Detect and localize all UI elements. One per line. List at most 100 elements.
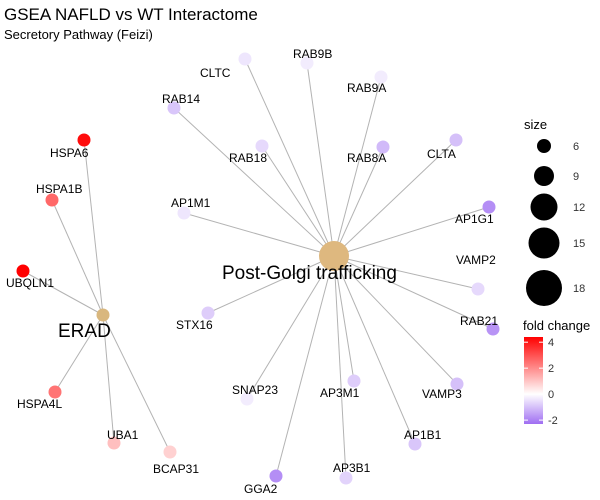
size-legend-circle-12 [530,193,558,221]
gene-label-vamp3: VAMP3 [422,387,462,401]
edge-pgt-ap3b1 [333,255,347,479]
gene-label-ap1b1: AP1B1 [404,428,442,442]
color-legend-title: fold change [523,318,590,333]
edge-pgt-ap1g1 [333,206,490,257]
gene-node-ap3m1 [347,374,361,388]
gene-label-rab21: RAB21 [460,314,498,328]
gene-node-hspa1b [45,193,59,207]
edge-pgt-stx16 [207,255,335,314]
size-legend-label-15: 15 [573,238,585,250]
gene-label-rab9b: RAB9B [293,47,332,61]
edges-layer [22,58,494,479]
chart-subtitle: Secretory Pathway (Feizi) [4,27,153,42]
edge-pgt-snap23 [246,255,335,400]
gene-label-rab18: RAB18 [229,151,267,165]
gene-label-ap3b1: AP3B1 [333,461,371,475]
gene-label-ap1g1: AP1G1 [455,212,494,226]
edge-pgt-vamp2 [333,255,479,290]
edge-pgt-ap1b1 [333,255,416,445]
gene-label-vamp2: VAMP2 [456,253,496,267]
hub-nodes-layer [96,241,349,322]
gene-label-hspa6: HSPA6 [50,146,89,160]
gene-label-rab14: RAB14 [162,92,200,106]
gene-node-ap1g1 [482,200,496,214]
gene-label-hspa1b: HSPA1B [36,182,82,196]
gene-label-clta: CLTA [427,147,456,161]
edge-pgt-ap3m1 [333,255,355,382]
gene-node-hspa4l [48,385,62,399]
edge-pgt-ap1m1 [183,212,335,257]
gene-node-snap23 [240,392,254,406]
gene-node-bcap31 [163,445,177,459]
edge-pgt-rab9a [333,76,382,257]
gene-node-rab8a [376,140,390,154]
gene-label-stx16: STX16 [176,318,213,332]
color-tick-label: 2 [548,363,554,375]
edge-erad-hspa1b [51,199,104,316]
edge-pgt-rab9b [306,62,335,257]
hub-label-pgt: Post-Golgi trafficking [222,263,397,284]
size-legend-circle-15 [528,227,560,259]
gene-label-ap3m1: AP3M1 [320,386,360,400]
edge-pgt-vamp3 [333,255,458,385]
gene-node-rab18 [255,139,269,153]
hub-label-erad: ERAD [58,321,111,342]
size-legend-title: size [524,117,547,132]
gene-label-snap23: SNAP23 [232,383,278,397]
size-legend-items: 6 9 12 15 18 [526,139,585,306]
edge-pgt-rab18 [261,145,335,257]
edge-pgt-rab8a [333,146,384,257]
size-legend-label-12: 12 [573,202,585,214]
edge-erad-bcap31 [102,314,171,453]
size-legend-circle-6 [537,139,551,153]
edge-pgt-rab14 [173,107,335,257]
gene-node-rab21 [486,322,500,336]
gene-node-rab9b [300,56,314,70]
gene-label-hspa4l: HSPA4L [17,397,62,411]
edge-erad-ubqln1 [22,270,104,316]
size-legend-label-18: 18 [573,283,585,295]
size-legend-circle-9 [534,166,554,186]
color-tick-label: -2 [548,415,558,427]
labels-layer: ERAD Post-Golgi trafficking HSPA6 HSPA1B UBQ… [6,47,498,496]
edge-erad-uba1 [102,314,115,444]
gene-node-hspa6 [77,133,91,147]
hub-node-pgt [319,241,349,271]
color-legend-bar [524,337,543,424]
size-legend-label-6: 6 [573,141,579,153]
chart-title: GSEA NAFLD vs WT Interactome [4,5,258,24]
gene-node-ubqln1 [16,264,30,278]
gene-node-ap1m1 [177,206,191,220]
size-legend-label-9: 9 [573,171,579,183]
gene-node-stx16 [201,306,215,320]
gene-node-cltc [238,52,252,66]
gene-label-bcap31: BCAP31 [153,462,199,476]
edge-pgt-rab21 [333,255,494,330]
gene-label-ubqln1: UBQLN1 [6,276,54,290]
edge-pgt-gga2 [275,255,335,477]
gene-node-vamp3 [450,377,464,391]
gene-node-clta [449,133,463,147]
legend: size 6 9 12 15 18 fold change 4 2 0 -2 [523,117,590,427]
gene-label-rab9a: RAB9A [347,81,386,95]
gene-node-gga2 [269,469,283,483]
gene-label-cltc: CLTC [200,66,231,80]
gene-node-ap1b1 [408,437,422,451]
edge-erad-hspa4l [54,314,104,393]
hub-node-erad [96,308,110,322]
color-legend-ticks: 4 2 0 -2 [524,337,558,427]
gene-label-uba1: UBA1 [107,428,139,442]
gene-nodes-layer [16,52,500,485]
color-tick-label: 0 [548,389,554,401]
gene-node-rab14 [167,101,181,115]
size-legend-circle-18 [526,270,562,306]
gene-node-vamp2 [471,282,485,296]
gene-node-uba1 [107,436,121,450]
color-tick-label: 4 [548,337,554,349]
edge-pgt-clta [333,139,457,257]
gene-node-ap3b1 [339,471,353,485]
edge-pgt-cltc [244,58,335,257]
gene-label-ap1m1: AP1M1 [171,196,211,210]
gene-label-gga2: GGA2 [244,482,278,496]
